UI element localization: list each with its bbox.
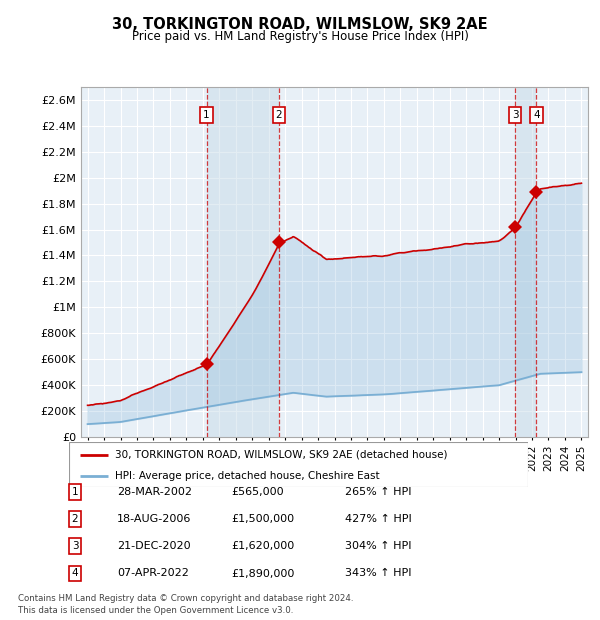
- Text: 1: 1: [203, 110, 210, 120]
- Text: £1,890,000: £1,890,000: [231, 569, 295, 578]
- Text: 2: 2: [71, 514, 79, 524]
- Bar: [515, 87, 536, 437]
- Text: 21-DEC-2020: 21-DEC-2020: [117, 541, 191, 551]
- Text: 265% ↑ HPI: 265% ↑ HPI: [345, 487, 412, 497]
- Text: HPI: Average price, detached house, Cheshire East: HPI: Average price, detached house, Ches…: [115, 471, 380, 480]
- Text: 304% ↑ HPI: 304% ↑ HPI: [345, 541, 412, 551]
- Text: 18-AUG-2006: 18-AUG-2006: [117, 514, 191, 524]
- Text: 2: 2: [276, 110, 283, 120]
- Text: 343% ↑ HPI: 343% ↑ HPI: [345, 569, 412, 578]
- Text: £565,000: £565,000: [231, 487, 284, 497]
- Text: 07-APR-2022: 07-APR-2022: [117, 569, 189, 578]
- Text: Price paid vs. HM Land Registry's House Price Index (HPI): Price paid vs. HM Land Registry's House …: [131, 30, 469, 43]
- Text: 427% ↑ HPI: 427% ↑ HPI: [345, 514, 412, 524]
- Text: 28-MAR-2002: 28-MAR-2002: [117, 487, 192, 497]
- Text: Contains HM Land Registry data © Crown copyright and database right 2024.
This d: Contains HM Land Registry data © Crown c…: [18, 594, 353, 615]
- Text: 30, TORKINGTON ROAD, WILMSLOW, SK9 2AE (detached house): 30, TORKINGTON ROAD, WILMSLOW, SK9 2AE (…: [115, 450, 448, 459]
- Bar: [206, 87, 279, 437]
- Text: 3: 3: [71, 541, 79, 551]
- Text: 3: 3: [512, 110, 518, 120]
- Text: 30, TORKINGTON ROAD, WILMSLOW, SK9 2AE: 30, TORKINGTON ROAD, WILMSLOW, SK9 2AE: [112, 17, 488, 32]
- Text: 4: 4: [71, 569, 79, 578]
- Text: £1,620,000: £1,620,000: [231, 541, 294, 551]
- Text: 4: 4: [533, 110, 540, 120]
- Text: 1: 1: [71, 487, 79, 497]
- Text: £1,500,000: £1,500,000: [231, 514, 294, 524]
